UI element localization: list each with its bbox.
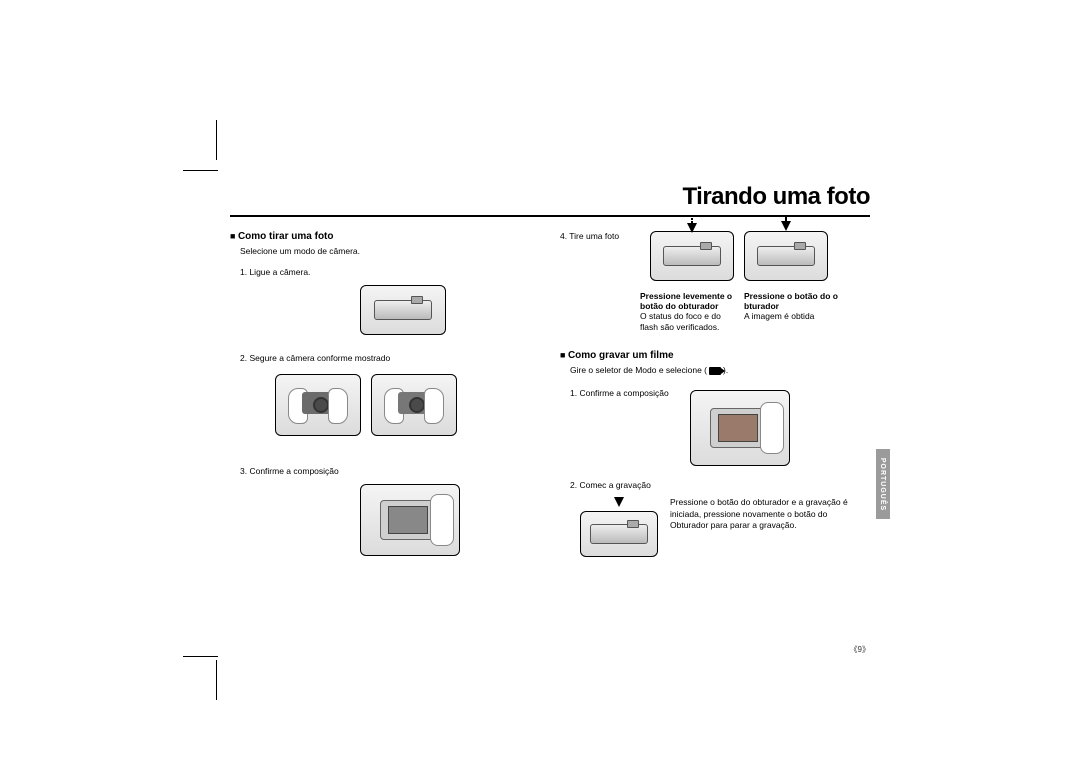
crop-mark — [216, 660, 217, 700]
label-full-press: Pressione o botão do o bturador — [744, 291, 838, 311]
page-number: 《9》 — [850, 644, 870, 655]
section-heading-movie: Como gravar um filme — [560, 350, 870, 361]
illustration-compose — [360, 484, 460, 556]
right-column: 4. Tire uma foto Pr — [560, 231, 870, 557]
step-1: 1. Ligue a câmera. — [240, 267, 540, 278]
illustration-record-press — [580, 511, 658, 557]
intro-movie-a: Gire o seletor de Modo e selecione ( — [570, 365, 707, 375]
crop-mark — [216, 120, 217, 160]
illustration-half-press — [650, 231, 734, 281]
movie-step-2: 2. Comec a gravação — [570, 480, 870, 491]
step-4: 4. Tire uma foto — [560, 231, 640, 242]
step-3: 3. Confirme a composição — [240, 466, 540, 477]
sub-full-press: A imagem é obtida — [744, 311, 838, 321]
page-title: Tirando uma foto — [682, 183, 870, 211]
section-heading-photo: Como tirar uma foto — [230, 231, 540, 242]
manual-page: Tirando uma foto Como tirar uma foto Sel… — [230, 185, 870, 653]
arrow-half-press-icon — [687, 215, 697, 235]
intro-movie: Gire o seletor de Modo e selecione (). — [570, 365, 870, 376]
title-rule — [230, 215, 870, 217]
arrow-record-icon — [614, 497, 624, 509]
language-tab: PORTUGUÊS — [876, 449, 890, 519]
label-half-press: Pressione levemente o botão do obturador — [640, 291, 734, 311]
illustration-hold-vertical — [371, 374, 457, 436]
illustration-full-press — [744, 231, 828, 281]
step-2: 2. Segure a câmera conforme mostrado — [240, 353, 540, 364]
crop-mark — [183, 170, 218, 171]
arrow-full-press-icon — [781, 215, 791, 233]
movie-step-2-desc: Pressione o botão do obturador e a grava… — [670, 497, 850, 531]
intro-text: Selecione um modo de câmera. — [240, 246, 540, 257]
language-tab-label: PORTUGUÊS — [880, 457, 887, 510]
illustration-power-on — [360, 285, 446, 335]
left-column: Como tirar uma foto Selecione um modo de… — [230, 231, 540, 556]
movie-mode-icon — [709, 367, 721, 375]
illustration-hold-horizontal — [275, 374, 361, 436]
crop-mark — [183, 656, 218, 657]
illustration-movie-compose — [690, 390, 790, 466]
sub-half-press: O status do foco e do flash são verifica… — [640, 311, 734, 331]
